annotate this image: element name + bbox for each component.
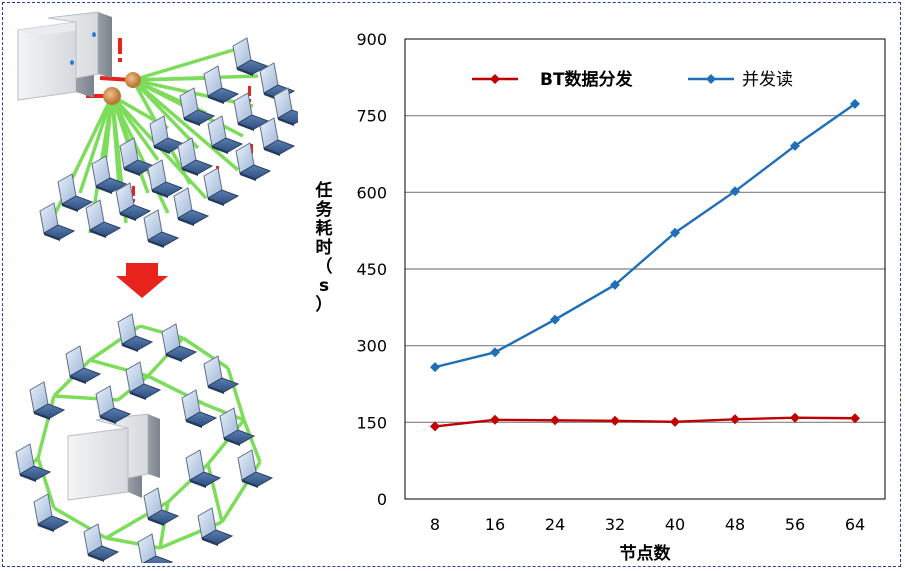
- y-tick-label: 750: [356, 107, 387, 126]
- data-point: [850, 413, 860, 424]
- series-line: [434, 416, 856, 428]
- y-tick-label: 600: [356, 183, 387, 202]
- data-point: [550, 314, 560, 325]
- server-icon: [17, 11, 112, 101]
- data-point: [550, 415, 560, 426]
- x-tick-label: 16: [485, 515, 505, 534]
- hub-node: [103, 87, 121, 105]
- series-line: [434, 102, 856, 369]
- down-arrow-icon: [116, 263, 168, 298]
- top-panel-centralized: [17, 11, 298, 249]
- data-point: [790, 412, 800, 423]
- legend-marker: [490, 74, 500, 84]
- y-tick-label: 0: [377, 490, 387, 509]
- plot-area-border: [404, 38, 886, 500]
- series-1: [430, 98, 860, 373]
- data-point: [670, 227, 680, 238]
- x-tick-label: 56: [785, 515, 805, 534]
- data-point: [610, 279, 620, 290]
- gridlines: [405, 115, 885, 423]
- data-point: [490, 347, 500, 358]
- hub-node: [125, 72, 141, 88]
- data-point: [790, 140, 800, 151]
- y-axis-label: 任务耗时（ s）: [315, 180, 334, 315]
- y-axis-ticks: 0 150 300 450 600 750 900: [356, 30, 387, 509]
- bottom-panel-p2p: [15, 313, 273, 563]
- x-tick-label: 64: [845, 515, 865, 534]
- data-point: [850, 98, 860, 109]
- y-tick-label: 300: [356, 337, 387, 356]
- data-point: [730, 186, 740, 197]
- series-lines: [430, 98, 860, 432]
- data-point: [670, 416, 680, 427]
- data-point: [730, 414, 740, 425]
- x-tick-label: 24: [545, 515, 565, 534]
- x-tick-label: 48: [725, 515, 745, 534]
- x-tick-label: 32: [605, 515, 625, 534]
- x-tick-label: 8: [430, 515, 440, 534]
- legend-marker: [706, 74, 716, 84]
- legend-label: 并发读: [742, 70, 793, 90]
- network-illustration: [15, 11, 298, 563]
- y-tick-label: 450: [356, 260, 387, 279]
- data-point: [430, 421, 440, 432]
- x-axis-label: 节点数: [620, 543, 672, 564]
- x-axis-ticks: 8 16 24 32 40 48 56 64: [430, 515, 865, 534]
- x-tick-label: 40: [665, 515, 685, 534]
- y-tick-label: 150: [356, 413, 387, 432]
- data-point: [610, 415, 620, 426]
- server-icon: [67, 413, 160, 501]
- legend-label: BT数据分发: [540, 69, 634, 90]
- data-point: [490, 414, 500, 425]
- y-tick-label: 900: [356, 30, 387, 49]
- series-0: [430, 412, 860, 432]
- data-point: [430, 362, 440, 373]
- legend: BT数据分发 并发读: [472, 69, 793, 90]
